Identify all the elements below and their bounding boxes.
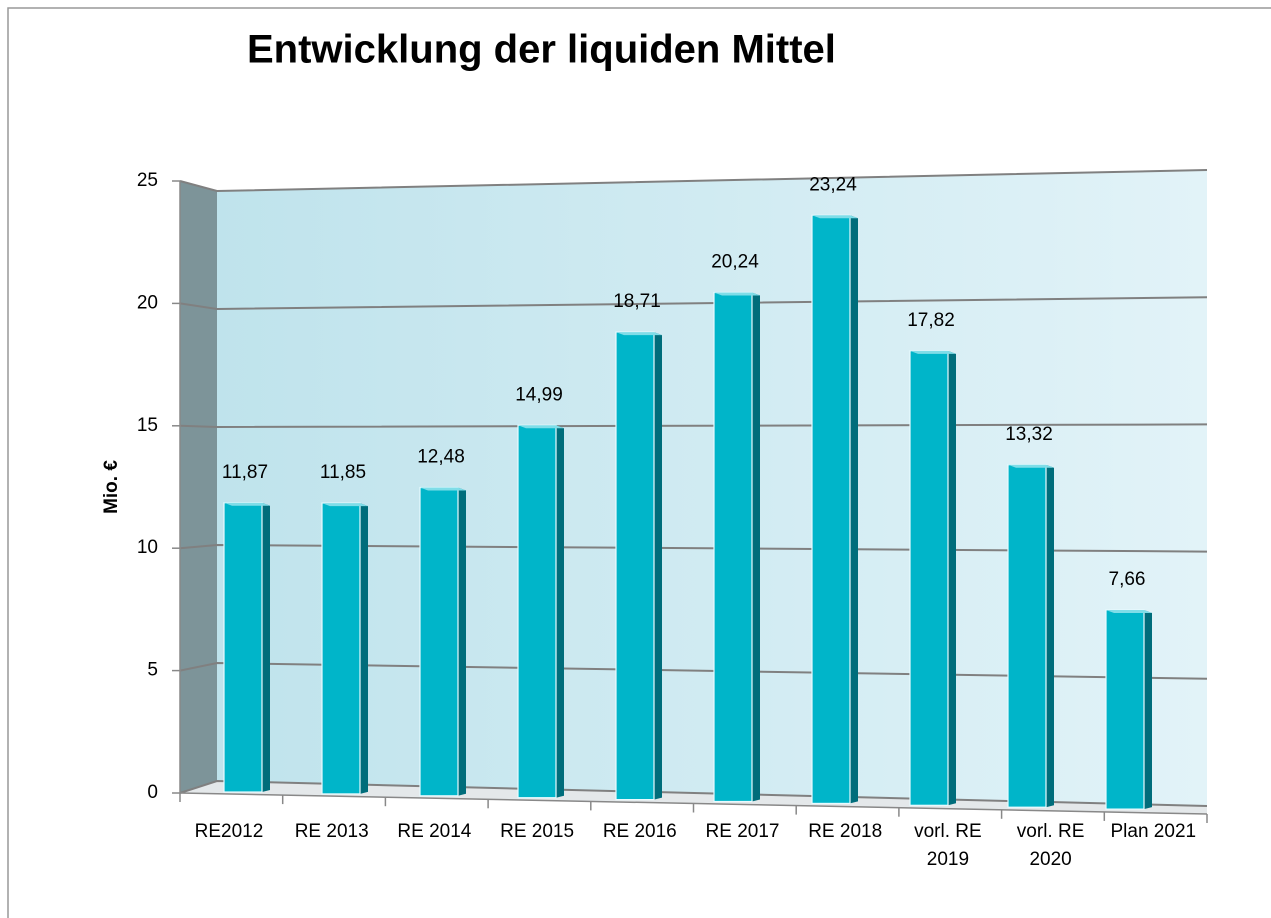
bar-top bbox=[714, 292, 760, 296]
data-label: 20,24 bbox=[711, 252, 759, 273]
y-tick-label: 5 bbox=[147, 660, 158, 681]
bar-top bbox=[224, 502, 270, 506]
bar-top bbox=[812, 215, 858, 219]
bar-side bbox=[262, 502, 270, 792]
x-tick-label: RE2012 bbox=[194, 821, 264, 842]
chart-title: Entwicklung der liquiden Mittel bbox=[247, 28, 836, 72]
bar-face bbox=[321, 502, 361, 795]
bar-side bbox=[556, 425, 564, 798]
bar-face bbox=[615, 331, 655, 801]
bar-side bbox=[752, 292, 760, 802]
bar-face bbox=[223, 502, 263, 793]
data-label: 11,87 bbox=[222, 462, 268, 483]
x-tick-label: vorl. RE 2020 bbox=[1016, 821, 1085, 870]
data-label: 23,24 bbox=[809, 174, 857, 195]
x-tick-label: RE 2014 bbox=[397, 821, 472, 842]
y-tick-label: 20 bbox=[137, 292, 158, 313]
x-tick-label: RE 2016 bbox=[602, 821, 677, 842]
bar-side bbox=[948, 350, 956, 806]
bar-side bbox=[850, 215, 858, 804]
data-label: 11,85 bbox=[320, 462, 366, 483]
bar-top bbox=[322, 503, 368, 507]
bar bbox=[517, 424, 564, 799]
bar bbox=[713, 291, 760, 803]
bar bbox=[321, 502, 368, 795]
grid-line bbox=[179, 296, 1208, 311]
bar-face bbox=[517, 424, 557, 799]
bar bbox=[1007, 464, 1054, 808]
bar-top bbox=[910, 350, 956, 354]
grid-line bbox=[179, 661, 1208, 680]
bar bbox=[419, 486, 466, 797]
bar bbox=[909, 350, 956, 806]
bar-top bbox=[518, 425, 564, 429]
y-tick-label: 0 bbox=[147, 782, 158, 803]
bar-face bbox=[713, 291, 753, 803]
bar-side bbox=[360, 503, 368, 794]
x-tick-label: vorl. RE 2019 bbox=[914, 821, 982, 870]
x-tick-label: RE 2018 bbox=[808, 821, 883, 842]
grid-line bbox=[179, 779, 1208, 807]
data-label: 12,48 bbox=[417, 447, 465, 468]
bar bbox=[811, 214, 858, 804]
data-label: 18,71 bbox=[613, 291, 661, 312]
data-label: 14,99 bbox=[515, 384, 563, 405]
y-tick-label: 10 bbox=[137, 537, 158, 558]
y-tick-label: 15 bbox=[137, 415, 158, 436]
bar-face bbox=[419, 486, 459, 797]
grid-line bbox=[179, 169, 1208, 193]
bar-face bbox=[811, 214, 851, 804]
bar-side bbox=[1144, 610, 1152, 810]
chart-border bbox=[7, 7, 1271, 918]
bar bbox=[1105, 609, 1152, 810]
bar-side bbox=[458, 487, 466, 796]
bar bbox=[615, 331, 662, 801]
bar bbox=[223, 502, 270, 793]
grid-line bbox=[179, 423, 1208, 429]
bar-face bbox=[1007, 464, 1047, 808]
y-tick-label: 25 bbox=[137, 170, 158, 191]
data-label: 13,32 bbox=[1005, 424, 1053, 445]
side-wall bbox=[180, 181, 217, 793]
bar-top bbox=[420, 487, 466, 491]
bar-top bbox=[616, 332, 662, 336]
bar-side bbox=[1046, 464, 1054, 808]
x-tick-label: RE 2013 bbox=[294, 821, 369, 842]
bar-face bbox=[1105, 609, 1145, 810]
x-tick-label: RE 2015 bbox=[500, 821, 575, 842]
bar-top bbox=[1008, 464, 1054, 468]
data-label: 17,82 bbox=[907, 310, 955, 331]
bar-top bbox=[1106, 610, 1152, 614]
x-tick-label: Plan 2021 bbox=[1110, 821, 1197, 842]
x-tick-label: RE 2017 bbox=[705, 821, 780, 842]
bar-face bbox=[909, 350, 949, 806]
data-label: 7,66 bbox=[1109, 569, 1146, 590]
grid-line bbox=[179, 543, 1208, 553]
y-axis-label: Mio. € bbox=[101, 460, 122, 514]
bar-side bbox=[654, 332, 662, 800]
